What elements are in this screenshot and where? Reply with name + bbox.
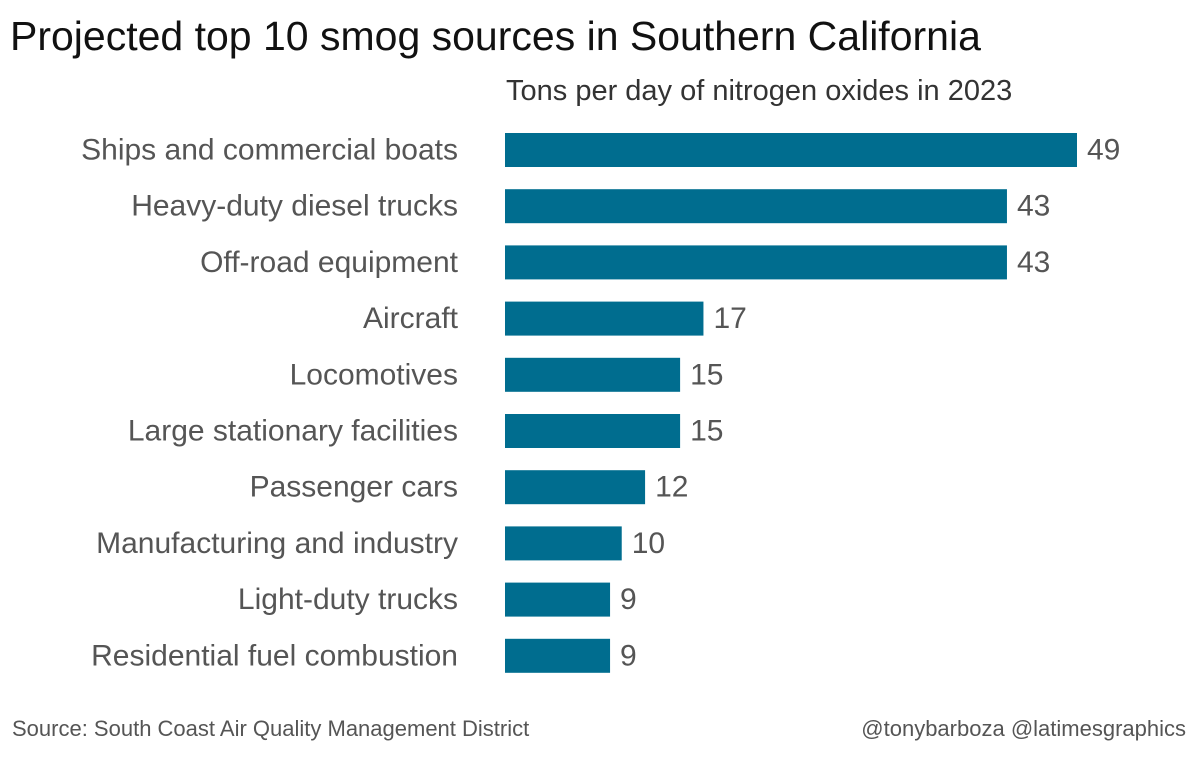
category-label: Passenger cars: [250, 471, 458, 504]
category-label: Large stationary facilities: [128, 415, 458, 448]
bar-chart: Ships and commercial boats 49 Heavy-duty d…: [81, 133, 1120, 673]
chart-subtitle: Tons per day of nitrogen oxides in 2023: [506, 75, 1013, 107]
bar: [505, 245, 1007, 280]
bar: [505, 582, 611, 617]
bar: [505, 470, 646, 505]
category-label: Ships and commercial boats: [81, 134, 458, 167]
bar: [505, 133, 1077, 167]
category-label: Residential fuel combustion: [91, 639, 458, 672]
category-label: Locomotives: [290, 358, 458, 391]
value-label: 43: [1017, 246, 1050, 279]
bar: [505, 414, 681, 448]
source-note: Source: South Coast Air Quality Manageme…: [12, 716, 530, 741]
credit-note: @tonybarboza @latimesgraphics: [861, 716, 1186, 741]
category-label: Manufacturing and industry: [96, 527, 458, 560]
category-label: Light-duty trucks: [238, 583, 458, 616]
value-label: 9: [620, 639, 637, 672]
category-label: Aircraft: [363, 302, 459, 335]
category-label: Off-road equipment: [200, 246, 459, 279]
value-label: 15: [690, 358, 723, 391]
chart-title: Projected top 10 smog sources in Souther…: [10, 13, 981, 59]
value-label: 12: [655, 471, 688, 504]
value-label: 49: [1087, 134, 1120, 167]
value-label: 17: [713, 302, 746, 335]
value-label: 15: [690, 415, 723, 448]
bar: [505, 189, 1007, 224]
value-label: 10: [632, 527, 665, 560]
bar: [505, 357, 681, 392]
category-label: Heavy-duty diesel trucks: [131, 190, 458, 223]
value-label: 9: [620, 583, 637, 616]
bar: [505, 301, 704, 336]
bar: [505, 638, 611, 673]
value-label: 43: [1017, 190, 1050, 223]
bar: [505, 526, 622, 561]
